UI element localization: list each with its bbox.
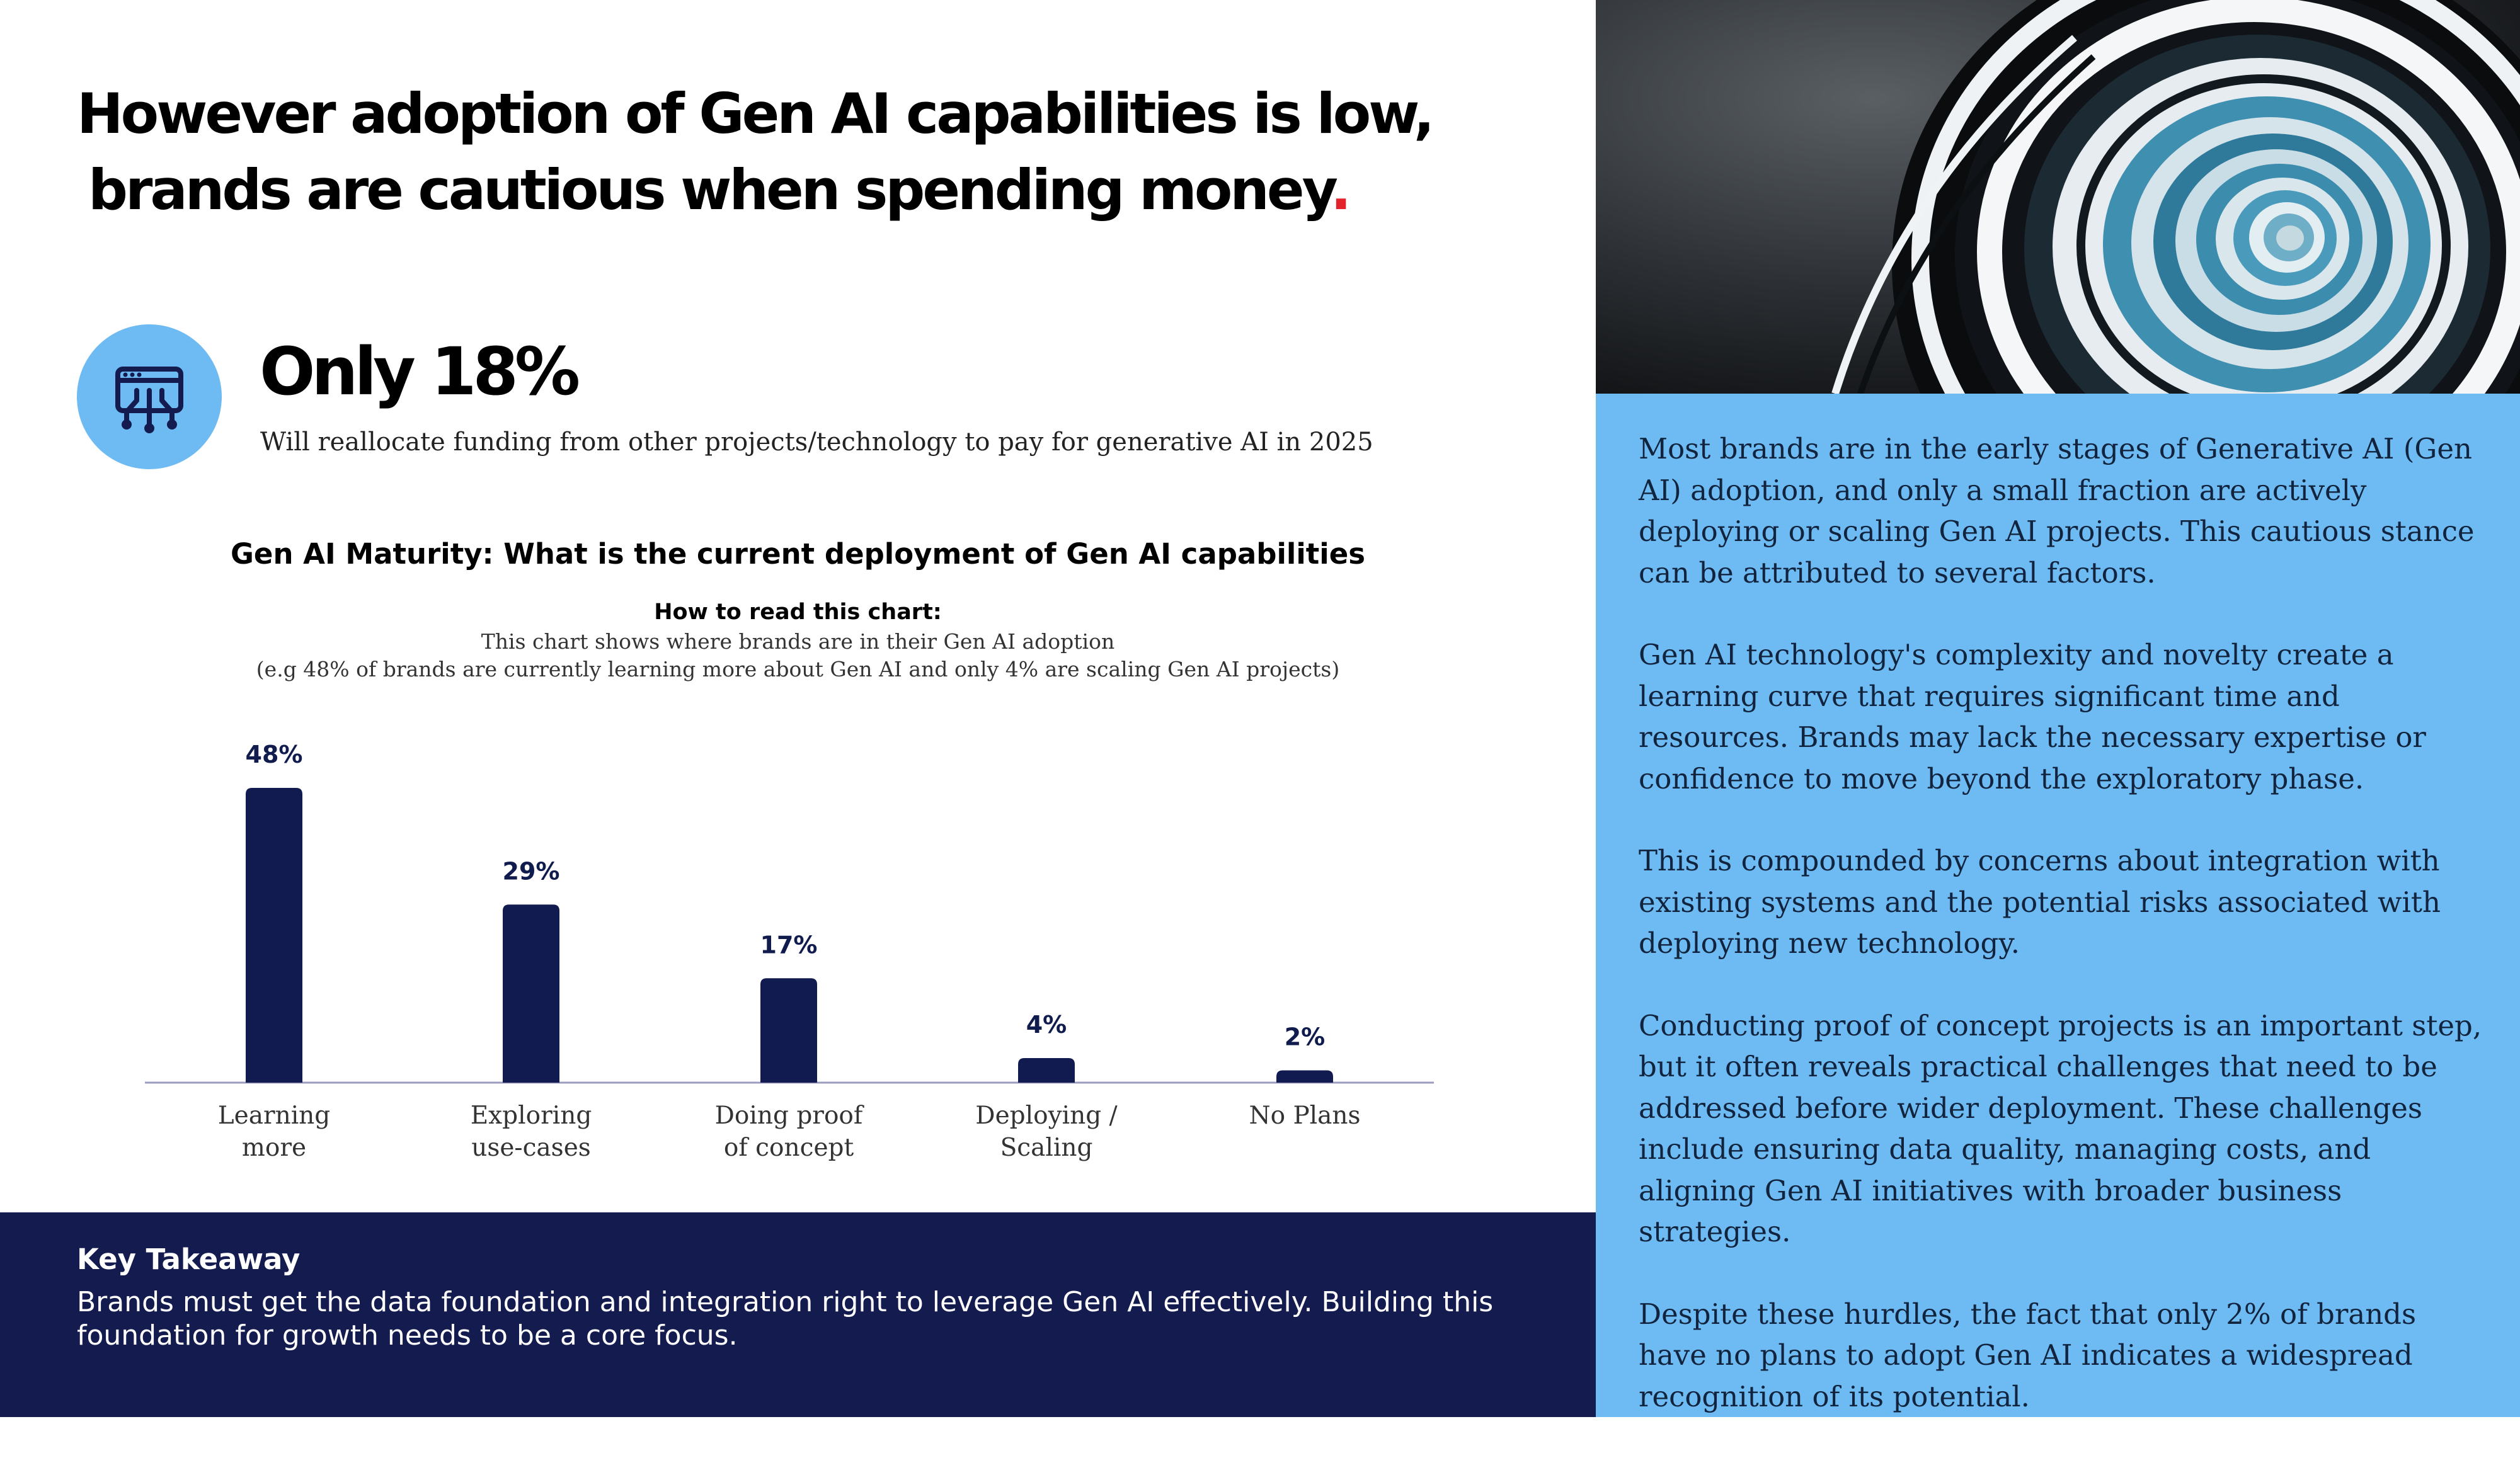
bar-chart: 48% Learning more 29% Exploring use-cases 17% D… xyxy=(145,741,1434,1162)
x-tick-label: No Plans xyxy=(1249,1102,1360,1130)
spiral-staircase-image xyxy=(1596,0,2520,394)
ai-chip-icon xyxy=(77,324,222,469)
key-takeaway-text: Brands must get the data foundation and … xyxy=(77,1286,1494,1352)
x-tick-label: of concept xyxy=(724,1134,854,1162)
sidebar-paragraph: Gen AI technology's complexity and novel… xyxy=(1639,638,2426,795)
bar xyxy=(246,788,302,1083)
headline-red-dot: . xyxy=(1330,157,1351,222)
headline-line-2-text: brands are cautious when spending money xyxy=(88,157,1333,222)
x-tick-label: Learning xyxy=(218,1102,331,1130)
x-tick-label: Doing proof xyxy=(715,1102,864,1130)
chart-title: Gen AI Maturity: What is the current dep… xyxy=(230,537,1365,571)
x-tick-label: Deploying / xyxy=(975,1102,1118,1130)
sidebar-paragraph: This is compounded by concerns about int… xyxy=(1639,844,2441,960)
sidebar-panel: Most brands are in the early stages of G… xyxy=(1596,0,2520,1417)
sidebar-paragraph: Conducting proof of concept projects is … xyxy=(1639,1008,2482,1249)
key-takeaway-banner: Key Takeaway Brands must get the data fo… xyxy=(0,1212,1596,1417)
headline-line-1: However adoption of Gen AI capabilities … xyxy=(77,81,1435,146)
main-panel: However adoption of Gen AI capabilities … xyxy=(0,76,1596,1417)
key-takeaway-title: Key Takeaway xyxy=(77,1243,301,1276)
stat-headline: Only 18% xyxy=(260,333,580,410)
headline-line-2: brands are cautious when spending money. xyxy=(77,152,1564,228)
data-label: 2% xyxy=(1285,1023,1326,1051)
x-tick-label: use-cases xyxy=(471,1134,591,1162)
data-label: 48% xyxy=(246,741,303,768)
bar xyxy=(503,904,559,1083)
data-label: 17% xyxy=(760,931,818,959)
bar xyxy=(1018,1058,1075,1083)
data-label: 4% xyxy=(1026,1011,1067,1039)
ai-chip-icon-glyph xyxy=(115,367,183,433)
sidebar-text: Most brands are in the early stages of G… xyxy=(1639,428,2489,1458)
spiral-staircase-photo xyxy=(1596,0,2520,394)
x-tick-label: Scaling xyxy=(1000,1134,1093,1162)
x-tick-label: more xyxy=(242,1134,306,1162)
bar xyxy=(1276,1070,1333,1083)
how-to-read-title: How to read this chart: xyxy=(654,600,942,625)
how-to-read-line-2: (e.g 48% of brands are currently learnin… xyxy=(256,657,1340,681)
sidebar-paragraph: Most brands are in the early stages of G… xyxy=(1639,432,2475,589)
page-headline: However adoption of Gen AI capabilities … xyxy=(77,76,1564,228)
sidebar-paragraph: Despite these hurdles, the fact that onl… xyxy=(1639,1297,2417,1413)
x-tick-label: Exploring xyxy=(471,1102,592,1130)
data-label: 29% xyxy=(503,857,560,885)
bar xyxy=(760,978,817,1083)
how-to-read-line-1: This chart shows where brands are in the… xyxy=(481,629,1115,654)
stat-description: Will reallocate funding from other proje… xyxy=(260,428,1373,457)
